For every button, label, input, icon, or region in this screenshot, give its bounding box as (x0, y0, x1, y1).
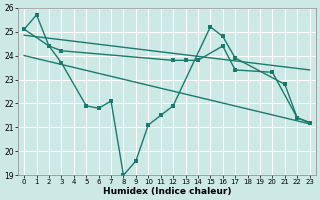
X-axis label: Humidex (Indice chaleur): Humidex (Indice chaleur) (103, 187, 231, 196)
